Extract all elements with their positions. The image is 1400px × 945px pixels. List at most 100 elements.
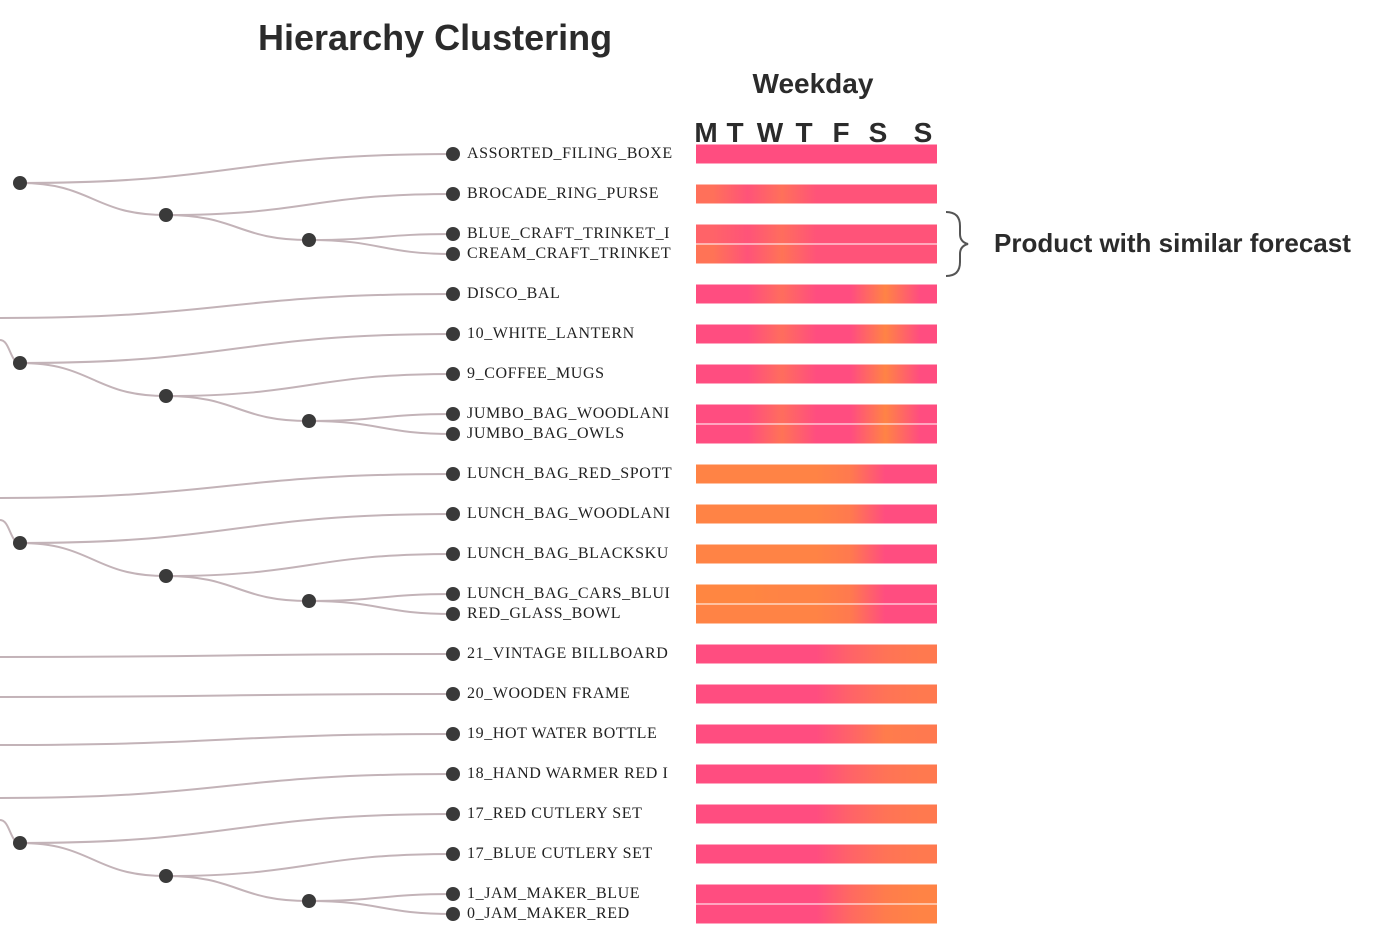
heatmap-row: [696, 804, 937, 824]
similar-forecast-note: Product with similar forecast: [994, 228, 1351, 258]
dendrogram-branch: [0, 693, 454, 698]
leaf-label: 0_JAM_MAKER_RED: [467, 905, 630, 922]
dendrogram-branch: [165, 553, 454, 577]
dendrogram-branch: [308, 893, 454, 902]
day-label-6: S: [869, 117, 888, 148]
heatmap-row: [696, 884, 937, 904]
leaf-label: 19_HOT WATER BOTTLE: [467, 725, 657, 742]
leaf-label: BLUE_CRAFT_TRINKET_I: [467, 225, 670, 242]
heatmap-row: [696, 504, 937, 524]
heatmap-row: [696, 684, 937, 704]
leaf-label: CREAM_CRAFT_TRINKET: [467, 245, 671, 262]
cluster-node: [302, 233, 316, 247]
axis-title-weekday: Weekday: [753, 68, 874, 99]
dendrogram-branch: [165, 575, 310, 602]
heatmap-row: [696, 904, 937, 924]
cluster-node: [159, 869, 173, 883]
chart-title: Hierarchy Clustering: [258, 17, 612, 58]
dendrogram-branch: [165, 214, 310, 241]
leaf-label: LUNCH_BAG_CARS_BLUI: [467, 585, 670, 602]
leaf-label: 1_JAM_MAKER_BLUE: [467, 885, 640, 902]
leaf-label: LUNCH_BAG_WOODLANI: [467, 505, 671, 522]
heatmap-row: [696, 324, 937, 344]
leaf-node: [446, 327, 460, 341]
heatmap-row: [696, 584, 937, 604]
heatmap-row: [696, 644, 937, 664]
similar-forecast-brace: [945, 211, 969, 277]
leaf-label: LUNCH_BAG_BLACKSKU: [467, 545, 669, 562]
heatmap-row: [696, 464, 937, 484]
dendrogram-branch: [19, 842, 167, 877]
dendrogram-branch: [19, 513, 454, 544]
cluster-node: [302, 594, 316, 608]
leaf-label: 17_RED CUTLERY SET: [467, 805, 643, 822]
heatmap-row: [696, 364, 937, 384]
heatmap-row: [696, 424, 937, 444]
leaf-node: [446, 607, 460, 621]
leaf-node: [446, 807, 460, 821]
leaf-node: [446, 907, 460, 921]
dendrogram-branch: [0, 773, 454, 799]
dendrogram-branch: [165, 875, 310, 902]
dendrogram-branch: [308, 233, 454, 241]
day-label-4: T: [795, 117, 812, 148]
leaf-label: 20_WOODEN FRAME: [467, 685, 630, 702]
leaf-node: [446, 427, 460, 441]
leaf-label: JUMBO_BAG_WOODLANI: [467, 405, 670, 422]
dendrogram-branch: [165, 193, 454, 216]
dendrogram-branch: [0, 653, 454, 658]
leaf-label: 18_HAND WARMER RED I: [467, 765, 668, 782]
heatmap-row: [696, 404, 937, 424]
leaf-label: 21_VINTAGE BILLBOARD: [467, 645, 668, 662]
dendrogram: [0, 153, 454, 915]
leaf-node: [446, 767, 460, 781]
day-label-3: W: [757, 117, 784, 148]
day-label-2: T: [726, 117, 743, 148]
leaf-label: 17_BLUE CUTLERY SET: [467, 845, 653, 862]
leaf-label: 10_WHITE_LANTERN: [467, 325, 635, 342]
cluster-node: [13, 356, 27, 370]
cluster-node: [302, 414, 316, 428]
heatmap-row: [696, 244, 937, 264]
cluster-node: [159, 389, 173, 403]
leaf-node: [446, 687, 460, 701]
leaf-label: ASSORTED_FILING_BOXE: [467, 145, 673, 162]
heatmap-row: [696, 844, 937, 864]
dendrogram-branch: [165, 853, 454, 877]
dendrogram-branch: [19, 182, 167, 216]
cluster-node: [302, 894, 316, 908]
cluster-node: [13, 176, 27, 190]
dendrogram-branch: [308, 413, 454, 422]
leaf-node: [446, 847, 460, 861]
cluster-node: [13, 536, 27, 550]
heatmap-row: [696, 724, 937, 744]
leaf-node: [446, 467, 460, 481]
leaf-node: [446, 507, 460, 521]
heatmap-row: [696, 764, 937, 784]
leaf-node: [446, 367, 460, 381]
dendrogram-branch: [19, 362, 167, 397]
heatmap-row: [696, 284, 937, 304]
day-label-5: F: [832, 117, 849, 148]
day-label-7: S: [914, 117, 933, 148]
leaf-label: RED_GLASS_BOWL: [467, 605, 621, 622]
leaf-node: [446, 887, 460, 901]
leaf-label: DISCO_BAL: [467, 285, 560, 302]
leaf-node: [446, 147, 460, 161]
leaf-node: [446, 227, 460, 241]
leaf-node: [446, 287, 460, 301]
dendrogram-branch: [19, 813, 454, 844]
dendrogram-branch: [0, 293, 454, 319]
dendrogram-branch: [165, 373, 454, 397]
dendrogram-branch: [308, 420, 454, 435]
dendrogram-branch: [308, 593, 454, 602]
leaf-node: [446, 187, 460, 201]
leaf-node: [446, 407, 460, 421]
leaf-labels: ASSORTED_FILING_BOXE BROCADE_RING_PURSE BL…: [446, 145, 673, 922]
leaf-node: [446, 247, 460, 261]
cluster-node: [159, 208, 173, 222]
dendrogram-branch: [19, 333, 454, 364]
leaf-node: [446, 727, 460, 741]
dendrogram-branch: [19, 542, 167, 577]
heatmap: [696, 144, 937, 924]
